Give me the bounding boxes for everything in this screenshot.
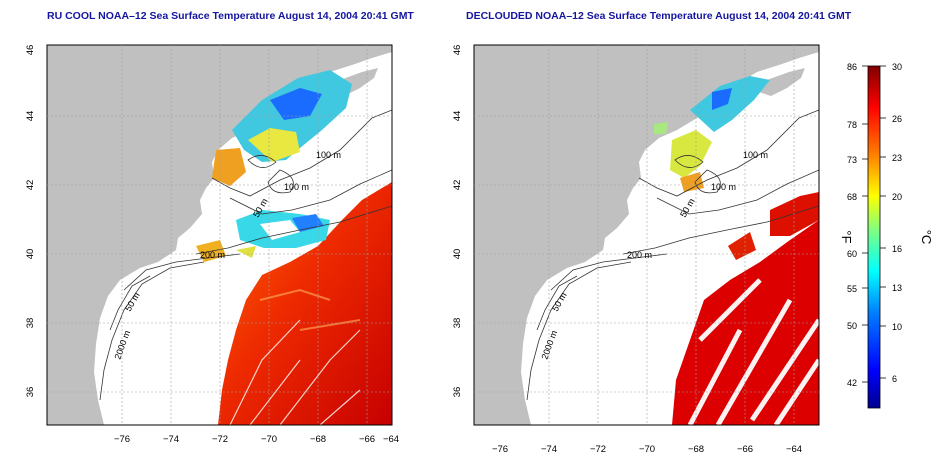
celsius-label: °C [919,230,934,245]
colorbar-gradient [867,65,881,409]
map-title-right: DECLOUDED NOAA–12 Sea Surface Temperatur… [466,10,852,22]
x-tick-label: −68 [310,434,326,445]
x-tick-label: −76 [114,434,130,445]
f-tick-label: 50 [847,321,857,331]
contour-label: 200 m [627,250,652,260]
y-tick-label: 38 [452,318,463,329]
x-tick-label: −72 [212,434,228,445]
x-tick-label: −76 [492,444,508,455]
f-tick-label: 86 [847,62,857,72]
y-tick-label: 36 [25,387,36,398]
x-axis-left: −76 −74 −72 −70 −68 −66 −64 [114,434,399,445]
c-tick-label: 20 [892,192,902,202]
c-tick-label: 16 [892,244,902,254]
y-tick-label: 40 [25,249,36,260]
x-tick-label: −74 [163,434,179,445]
x-axis-right: −76 −74 −72 −70 −68 −66 −64 [492,444,802,455]
f-tick-label: 68 [847,192,857,202]
nova-scotia [759,68,805,96]
x-tick-label: −70 [639,444,655,455]
y-tick-label: 44 [452,111,463,122]
contour-label: 100 m [284,182,309,192]
x-tick-label: −68 [688,444,704,455]
x-tick-label: −66 [737,444,753,455]
f-tick-label: 78 [847,120,857,130]
x-tick-label: −66 [359,434,375,445]
x-tick-label: −70 [261,434,277,445]
temperature-colorbar: 86 78 73 68 60 55 50 42 30 26 23 20 16 1… [839,62,934,409]
isobaths [526,109,819,401]
y-tick-label: 42 [452,180,463,191]
contour-label: 200 m [200,250,225,260]
colorbar-c-ticks: 30 26 23 20 16 13 10 6 [892,62,902,384]
c-tick-label: 26 [892,114,902,124]
contour-label: 100 m [743,150,768,160]
y-axis-right: 46 44 42 40 38 36 [452,45,463,398]
y-tick-label: 38 [25,318,36,329]
y-tick-label: 42 [25,180,36,191]
warm-water-region [218,182,392,425]
f-tick-label: 73 [847,155,857,165]
sst-map-declouded: 100 m 100 m 50 m 200 m 50 m 2000 m −76 −… [452,44,820,455]
x-tick-label: −74 [541,444,557,455]
sst-map-raw: 100 m 100 m 50 m 200 m 50 m 2000 m −76 −… [25,44,399,445]
contour-label: 100 m [316,150,341,160]
x-tick-label: −64 [786,444,802,455]
c-tick-label: 23 [892,153,902,163]
isobaths [99,109,392,401]
c-tick-label: 13 [892,283,902,293]
c-tick-label: 6 [892,374,897,384]
fahrenheit-label: °F [839,230,854,243]
y-tick-label: 46 [25,45,36,56]
f-tick-label: 60 [847,249,857,259]
y-tick-label: 44 [25,111,36,122]
f-tick-label: 55 [847,284,857,294]
land-mass [47,45,392,425]
colorbar-f-ticks: 86 78 73 68 60 55 50 42 [847,62,857,388]
y-tick-label: 46 [452,45,463,56]
land-mass [474,45,819,425]
c-tick-label: 10 [892,322,902,332]
contour-label: 100 m [711,182,736,192]
x-tick-label: −72 [590,444,606,455]
c-tick-label: 30 [892,62,902,72]
x-tick-label: −64 [383,434,399,445]
y-tick-label: 40 [452,249,463,260]
y-axis-left: 46 44 42 40 38 36 [25,45,36,398]
map-title-left: RU COOL NOAA–12 Sea Surface Temperature … [47,10,414,22]
f-tick-label: 42 [847,378,857,388]
y-tick-label: 36 [452,387,463,398]
